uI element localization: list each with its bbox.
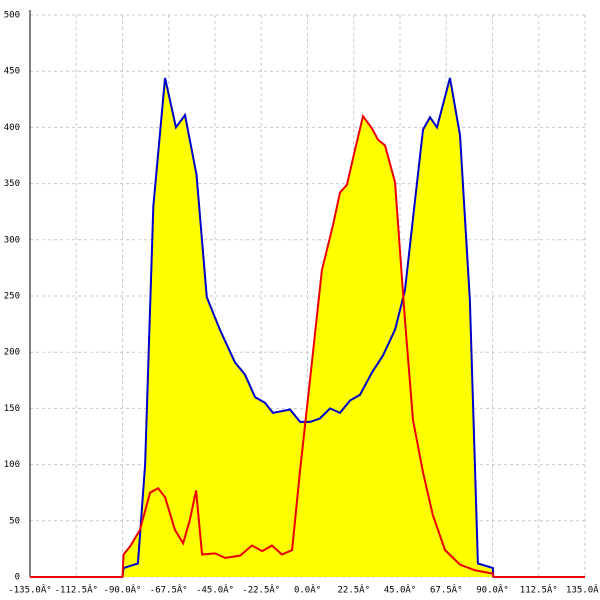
line	[121, 77, 495, 578]
x-tick-label: 67.5Â°	[430, 584, 463, 596]
y-tick-label: 450	[4, 67, 20, 77]
y-tick-label: 50	[9, 516, 20, 526]
y-tick-label: 200	[4, 348, 20, 358]
line	[30, 113, 585, 578]
y-tick-label: 150	[4, 404, 20, 414]
y-tick-label: 250	[4, 292, 20, 302]
x-tick-label: -45.0Â°	[196, 584, 234, 596]
x-tick-label: 90.0Â°	[476, 584, 509, 596]
x-tick-label: 135.0Â°	[566, 584, 600, 596]
x-tick-label: -112.5Â°	[55, 584, 98, 596]
x-tick-label: 0.0Â°	[294, 584, 321, 596]
x-tick-label: -135.0Â°	[8, 584, 51, 596]
x-tick-label: -90.0Â°	[104, 584, 142, 596]
y-tick-label: 400	[4, 123, 20, 133]
y-tick-label: 0	[15, 573, 20, 583]
y-tick-label: 500	[4, 11, 20, 21]
y-tick-label: 100	[4, 460, 20, 470]
area	[30, 116, 585, 577]
x-tick-label: -22.5Â°	[242, 584, 280, 596]
x-tick-label: 45.0Â°	[384, 584, 417, 596]
y-tick-label: 300	[4, 235, 20, 245]
x-tick-label: 22.5Â°	[337, 584, 370, 596]
y-tick-label: 350	[4, 179, 20, 189]
x-tick-label: -67.5Â°	[150, 584, 188, 596]
x-tick-label: 112.5Â°	[520, 584, 558, 596]
